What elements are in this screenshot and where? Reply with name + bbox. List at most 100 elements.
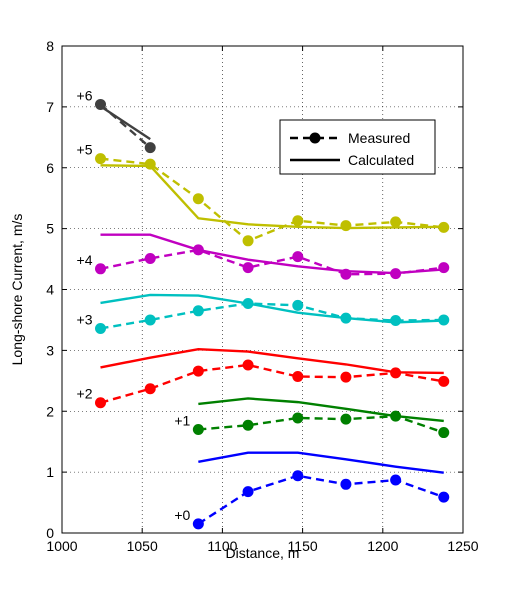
calculated-line [100,233,444,275]
measured-line [100,248,444,276]
measured-line [100,157,444,243]
series-plus-0: +0 [174,451,450,530]
y-axis-label: Long-shore Current, m/s [9,214,25,366]
measured-point [242,262,254,274]
measured-point [390,474,402,486]
measured-point [192,305,204,317]
legend-measured-label: Measured [348,130,410,146]
measured-point [94,98,106,110]
measured-point [94,322,106,334]
calculated-line [100,293,444,324]
measured-point [438,262,450,274]
series-label: +1 [174,413,190,429]
series-plus-4: +4 [77,233,450,280]
series-layer: +0 +1 +2 +3 +4 +5 +6 [77,87,450,530]
measured-point [292,412,304,424]
series-plus-5: +5 [77,142,450,247]
measured-point [292,299,304,311]
measured-point [242,486,254,498]
measured-point [438,491,450,503]
calculated-line [198,397,444,423]
measured-point [390,410,402,422]
y-tick-label: 7 [46,99,54,115]
y-tick-label: 3 [46,342,54,358]
y-tick-label: 2 [46,403,54,419]
measured-point [340,268,352,280]
series-label: +4 [77,252,93,268]
series-label: +2 [77,386,93,402]
measured-point [390,216,402,228]
measured-point [292,470,304,482]
series-label: +0 [174,507,190,523]
measured-point [144,383,156,395]
x-tick-label: 1250 [447,538,478,554]
measured-line [198,414,445,434]
measured-point [192,424,204,436]
y-tick-label: 0 [46,525,54,541]
series-label: +3 [77,311,93,327]
measured-point [192,244,204,256]
measured-point [438,427,450,439]
legend: Measured Calculated [279,119,436,175]
ticks: 1000 1050 1100 1150 1200 1250 0 1 2 3 4 5 6 7 8 [46,38,479,554]
series-label: +5 [77,142,93,158]
measured-line [100,302,444,330]
measured-point [192,365,204,377]
measured-point [438,314,450,326]
measured-point [192,518,204,530]
series-label: +6 [77,87,93,103]
x-tick-label: 1050 [127,538,158,554]
x-axis-label: Distance, m [226,545,300,561]
measured-point [192,193,204,205]
measured-point [390,268,402,280]
y-tick-label: 8 [46,38,54,54]
series-plus-3: +3 [77,293,450,334]
y-tick-label: 5 [46,221,54,237]
measured-line [99,103,152,149]
measured-point [340,478,352,490]
measured-point [242,235,254,247]
measured-point [438,375,450,387]
measured-point [144,314,156,326]
y-tick-label: 4 [46,282,54,298]
measured-point [340,220,352,232]
measured-point [390,367,402,379]
grid [62,46,463,533]
legend-measured-marker [309,132,321,144]
measured-point [144,252,156,264]
measured-point [144,142,156,154]
calculated-line [198,451,444,474]
measured-point [144,158,156,170]
x-tick-label: 1150 [288,538,318,554]
x-tick-label: 1200 [367,538,398,554]
measured-point [438,221,450,233]
measured-point [340,312,352,324]
x-tick-label: 1100 [207,538,237,554]
measured-point [292,371,304,383]
measured-line [100,363,444,404]
calculated-line [100,347,444,375]
measured-point [94,397,106,409]
legend-box [279,119,436,175]
series-plus-1: +1 [174,397,450,439]
measured-point [94,153,106,165]
measured-point [242,298,254,310]
y-tick-label: 6 [46,160,54,176]
measured-point [340,371,352,383]
x-tick-label: 1000 [46,538,77,554]
calculated-line [99,105,151,141]
measured-point [242,419,254,431]
measured-point [292,215,304,227]
measured-point [390,315,402,327]
series-plus-6: +6 [77,87,156,154]
measured-point [242,359,254,371]
legend-calculated-label: Calculated [348,152,414,168]
series-plus-2: +2 [77,347,450,409]
measured-point [94,263,106,275]
measured-point [340,413,352,425]
measured-point [292,251,304,263]
calculated-line [100,164,444,230]
measured-line [197,474,445,525]
y-tick-label: 1 [46,464,54,480]
